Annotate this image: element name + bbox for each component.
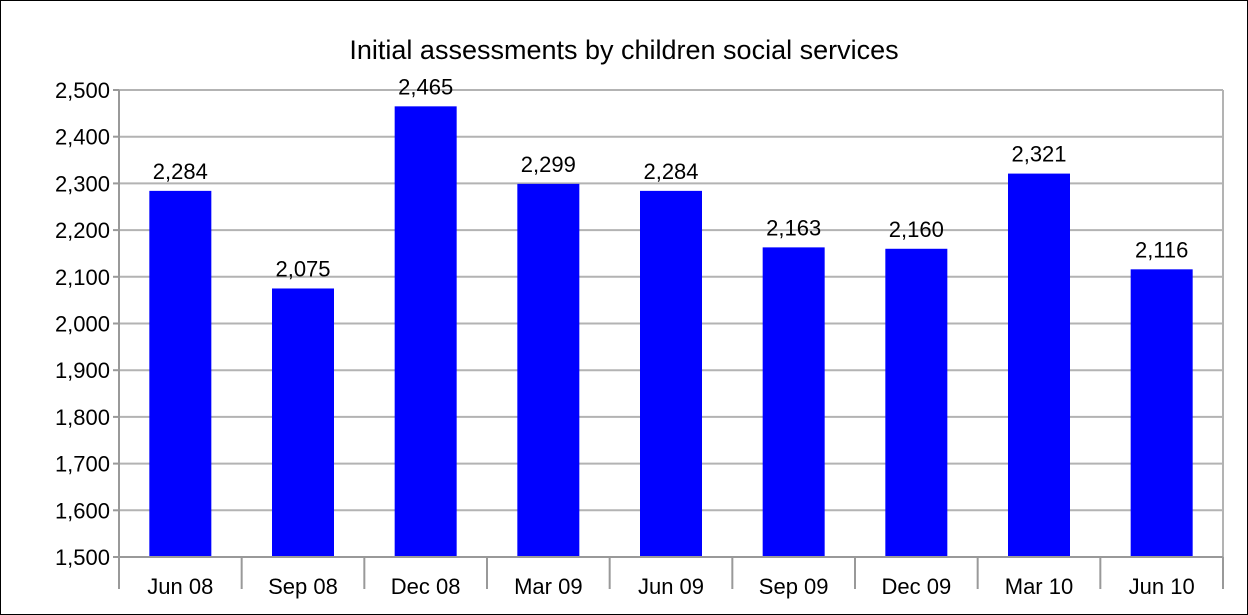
x-tick-label: Jun 10 bbox=[1129, 574, 1195, 599]
y-tick-label: 1,500 bbox=[55, 545, 110, 570]
bar bbox=[517, 183, 580, 557]
y-tick-label: 1,800 bbox=[55, 405, 110, 430]
x-tick-label: Sep 09 bbox=[759, 574, 829, 599]
y-tick-label: 2,500 bbox=[55, 78, 110, 103]
data-label: 2,284 bbox=[643, 159, 698, 184]
x-tick-label: Mar 10 bbox=[1005, 574, 1073, 599]
x-tick-label: Sep 08 bbox=[268, 574, 338, 599]
y-tick-label: 2,400 bbox=[55, 125, 110, 150]
x-tick-label: Jun 09 bbox=[638, 574, 704, 599]
data-label: 2,284 bbox=[153, 159, 208, 184]
bar bbox=[272, 288, 334, 557]
y-tick-label: 1,600 bbox=[55, 498, 110, 523]
bar bbox=[149, 190, 212, 557]
data-label: 2,160 bbox=[889, 217, 944, 242]
x-tick-label: Dec 09 bbox=[881, 574, 951, 599]
data-label: 2,465 bbox=[398, 74, 453, 99]
bars bbox=[149, 106, 1193, 557]
bar bbox=[640, 190, 702, 557]
y-tick-label: 2,100 bbox=[55, 265, 110, 290]
chart-title: Initial assessments by children social s… bbox=[349, 35, 898, 65]
data-label: 2,299 bbox=[521, 152, 576, 177]
x-tick-label: Jun 08 bbox=[147, 574, 213, 599]
y-tick-label: 2,000 bbox=[55, 312, 110, 337]
y-tick-label: 2,300 bbox=[55, 171, 110, 196]
x-tick-label: Dec 08 bbox=[391, 574, 461, 599]
data-label: 2,321 bbox=[1011, 142, 1066, 167]
data-label: 2,075 bbox=[275, 256, 330, 281]
bar bbox=[885, 248, 948, 557]
data-label: 2,116 bbox=[1135, 237, 1188, 262]
bar bbox=[762, 247, 825, 557]
labels: 1,500 1,600 1,700 1,800 1,900 2,000 2,100 2,200… bbox=[55, 74, 1195, 599]
data-label: 2,163 bbox=[766, 215, 821, 240]
bar bbox=[1008, 173, 1070, 557]
y-tick-label: 1,900 bbox=[55, 358, 110, 383]
axes bbox=[113, 89, 1224, 589]
bar bbox=[1130, 269, 1193, 557]
y-tick-label: 2,200 bbox=[55, 218, 110, 243]
x-tick-label: Mar 09 bbox=[514, 574, 582, 599]
y-tick-label: 1,700 bbox=[55, 452, 110, 477]
bar bbox=[394, 106, 457, 557]
